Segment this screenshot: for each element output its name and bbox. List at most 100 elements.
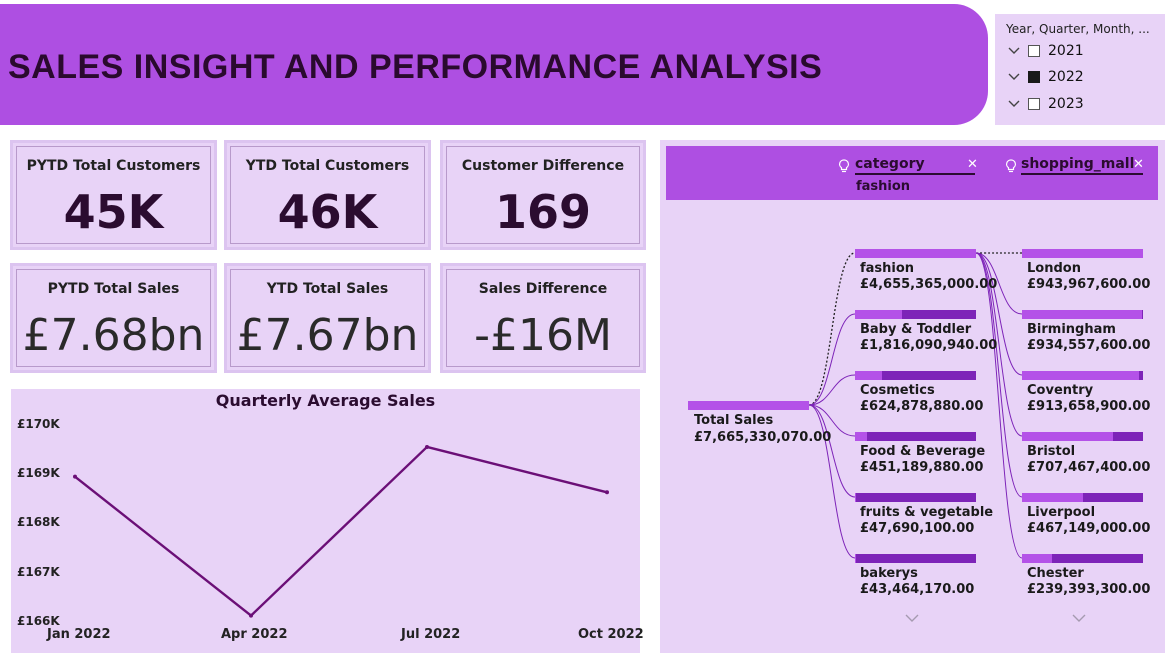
kpi-value: 46K <box>277 185 378 239</box>
data-point[interactable] <box>605 490 609 495</box>
tree-link <box>808 404 856 437</box>
slicer-item-2023[interactable]: 2023 <box>1007 94 1084 114</box>
kpi-card-ytd-sales[interactable]: YTD Total Sales £7.67bn <box>224 263 431 373</box>
kpi-label: PYTD Total Customers <box>26 158 201 174</box>
quarterly-average-sales-chart[interactable]: Quarterly Average Sales £170K £169K £168… <box>11 389 644 653</box>
field-category[interactable]: category <box>855 156 975 175</box>
mall-node-name: Coventry <box>1027 383 1094 398</box>
chevron-down-icon[interactable] <box>1007 97 1021 111</box>
lightbulb-icon[interactable] <box>1005 159 1017 173</box>
category-node-name: fruits & vegetable <box>860 505 994 520</box>
tree-link <box>975 252 1023 437</box>
tree-connectors <box>808 252 1023 559</box>
lightbulb-icon[interactable] <box>838 159 850 173</box>
mall-node-bar[interactable] <box>1022 432 1143 441</box>
kpi-card-sales-difference[interactable]: Sales Difference -£16M <box>440 263 646 373</box>
category-node-value: £624,878,880.00 <box>860 399 984 414</box>
chart-title: Quarterly Average Sales <box>215 391 436 410</box>
kpi-value: -£16M <box>474 310 612 361</box>
category-node-value: £4,655,365,000.00 <box>860 277 998 292</box>
slicer-title: Year, Quarter, Month, ... <box>1006 22 1150 36</box>
category-node-name: Cosmetics <box>860 383 935 398</box>
x-tick-label: Jul 2022 <box>401 627 461 642</box>
x-tick-label: Jan 2022 <box>47 627 111 642</box>
chevron-down-icon[interactable] <box>1007 44 1021 58</box>
category-selected-value: fashion <box>856 179 911 194</box>
field-shopping-mall[interactable]: shopping_mall <box>1021 156 1143 175</box>
category-node-name: fashion <box>860 261 915 276</box>
root-node-value: £7,665,330,070.00 <box>694 430 832 445</box>
slicer-label-2023: 2023 <box>1048 96 1084 112</box>
category-node-value: £43,464,170.00 <box>860 582 975 597</box>
category-node-bar[interactable] <box>855 554 976 563</box>
tree-link <box>975 252 1023 559</box>
kpi-card-ytd-customers[interactable]: YTD Total Customers 46K <box>224 140 431 250</box>
tree-link <box>808 313 856 406</box>
category-node-bar[interactable] <box>855 493 976 502</box>
category-node-bar[interactable] <box>855 310 976 319</box>
mall-node-bar[interactable] <box>1022 554 1143 563</box>
kpi-label: Customer Difference <box>461 158 625 174</box>
data-point[interactable] <box>425 444 429 449</box>
category-node-value: £47,690,100.00 <box>860 521 975 536</box>
chevron-down-icon[interactable] <box>1072 614 1086 623</box>
decomposition-tree[interactable]: category ✕ fashion shopping_mall ✕ Total… <box>660 140 1165 653</box>
tree-link <box>808 404 856 559</box>
mall-node-name: Chester <box>1027 566 1084 581</box>
line-plot-area <box>73 444 609 618</box>
slicer-item-2021[interactable]: 2021 <box>1007 41 1084 61</box>
kpi-label: YTD Total Sales <box>266 281 389 297</box>
mall-node-value: £707,467,400.00 <box>1027 460 1151 475</box>
mall-node-bar[interactable] <box>1022 493 1143 502</box>
kpi-card-pytd-customers[interactable]: PYTD Total Customers 45K <box>10 140 217 250</box>
data-point[interactable] <box>249 613 253 618</box>
title-banner: SALES INSIGHT AND PERFORMANCE ANALYSIS <box>0 4 988 125</box>
root-node-name: Total Sales <box>694 413 774 428</box>
checkbox-2023[interactable] <box>1028 98 1040 110</box>
kpi-card-customer-difference[interactable]: Customer Difference 169 <box>440 140 646 250</box>
tree-link <box>808 404 856 498</box>
kpi-label: YTD Total Customers <box>245 158 410 174</box>
kpi-value: 45K <box>63 185 164 239</box>
x-tick-label: Oct 2022 <box>578 627 644 642</box>
y-tick-label: £167K <box>17 565 60 579</box>
y-tick-label: £166K <box>17 614 60 628</box>
slicer-label-2022: 2022 <box>1048 69 1084 85</box>
kpi-card-pytd-sales[interactable]: PYTD Total Sales £7.68bn <box>10 263 217 373</box>
slicer-item-2022[interactable]: 2022 <box>1007 67 1084 87</box>
date-hierarchy-slicer[interactable]: Year, Quarter, Month, ... 2021 2022 2023 <box>995 14 1165 125</box>
close-icon[interactable]: ✕ <box>967 157 978 172</box>
category-node-value: £451,189,880.00 <box>860 460 984 475</box>
dashboard-title: SALES INSIGHT AND PERFORMANCE ANALYSIS <box>8 48 823 86</box>
category-node-bar[interactable] <box>855 432 976 441</box>
kpi-label: Sales Difference <box>478 281 608 297</box>
kpi-value: 169 <box>494 185 592 239</box>
x-tick-label: Apr 2022 <box>221 627 288 642</box>
checkbox-2022[interactable] <box>1028 71 1040 83</box>
category-node-value: £1,816,090,940.00 <box>860 338 998 353</box>
chevron-down-icon[interactable] <box>905 614 919 623</box>
data-point[interactable] <box>73 474 77 479</box>
mall-node-bar[interactable] <box>1022 249 1143 258</box>
slicer-label-2021: 2021 <box>1048 43 1084 59</box>
mall-node-name: London <box>1027 261 1081 276</box>
tree-link <box>808 252 856 406</box>
chevron-down-icon[interactable] <box>1007 70 1021 84</box>
tree-header: category ✕ fashion shopping_mall ✕ <box>666 146 1158 200</box>
mall-node-value: £239,393,300.00 <box>1027 582 1151 597</box>
tree-link <box>975 252 1023 315</box>
checkbox-2021[interactable] <box>1028 45 1040 57</box>
close-icon[interactable]: ✕ <box>1133 157 1144 172</box>
mall-node-name: Bristol <box>1027 444 1076 459</box>
category-node-name: bakerys <box>860 566 918 581</box>
mall-node-bar[interactable] <box>1022 310 1143 319</box>
kpi-label: PYTD Total Sales <box>47 281 180 297</box>
mall-node-bar[interactable] <box>1022 371 1143 380</box>
y-tick-label: £169K <box>17 466 60 480</box>
mall-node-name: Birmingham <box>1027 322 1116 337</box>
category-node-bar[interactable] <box>855 249 976 258</box>
category-node-bar[interactable] <box>855 371 976 380</box>
mall-node-name: Liverpool <box>1027 505 1096 520</box>
tree-link <box>808 374 856 406</box>
root-node-bar[interactable] <box>688 401 809 410</box>
